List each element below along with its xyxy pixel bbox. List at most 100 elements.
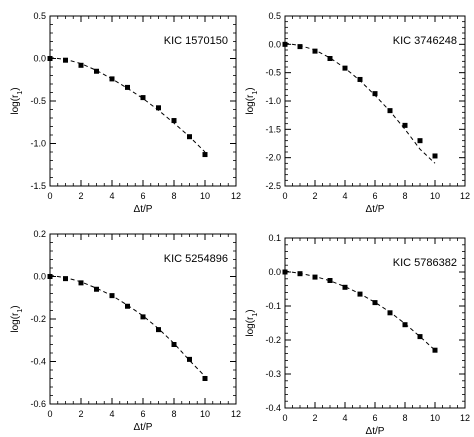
data-point — [47, 274, 53, 279]
y-tick-label: 0.5 — [33, 11, 46, 21]
y-tick-label: -0.4 — [30, 357, 46, 367]
x-tick-label: 2 — [78, 191, 83, 201]
chart-title: KIC 5254896 — [164, 253, 228, 265]
chart-title: KIC 3746248 — [393, 35, 457, 47]
data-point — [372, 91, 378, 97]
data-point — [297, 44, 303, 50]
x-tick-label: 4 — [342, 413, 347, 423]
x-tick-label: 0 — [47, 191, 52, 201]
y-tick-label: 0.0 — [33, 54, 46, 64]
data-point — [202, 152, 208, 158]
fit-line — [49, 274, 206, 377]
x-tick-label: 10 — [200, 191, 210, 201]
x-axis-label: Δt/P — [134, 204, 153, 215]
chart-title: KIC 1570150 — [164, 35, 228, 47]
x-tick-label: 10 — [430, 413, 440, 423]
data-point — [282, 269, 288, 275]
data-point — [125, 303, 130, 309]
data-point — [94, 286, 99, 292]
y-tick-label: -0.5 — [265, 68, 281, 78]
data-point — [202, 376, 208, 381]
data-point — [372, 300, 378, 306]
y-tick-label: 0.5 — [268, 11, 281, 21]
data-point — [387, 310, 393, 316]
chart-panel-4: 0 2 4 6 8 10 12 -0.4 -0.3 -0.2 -0.1 0.0 0.1 Δt/P log(r… — [245, 233, 470, 437]
data-point — [432, 153, 438, 159]
x-tick-label: 6 — [140, 409, 145, 419]
y-tick-label: -2.5 — [265, 181, 281, 191]
data-point — [357, 76, 363, 82]
chart-title: KIC 5786382 — [393, 257, 457, 269]
data-point — [187, 356, 192, 362]
data-point — [402, 322, 408, 328]
data-point — [156, 105, 161, 111]
x-tick-label: 0 — [282, 413, 287, 423]
chart-panel-3: 0 2 4 6 8 10 12 -0.6 -0.4 -0.2 0.0 0.2 Δt/P log(r1) KI… — [10, 229, 241, 433]
data-point — [402, 122, 408, 128]
y-tick-label: -0.4 — [265, 403, 281, 413]
data-point — [312, 274, 318, 280]
y-tick-label: 0.1 — [268, 233, 281, 243]
data-point — [282, 41, 288, 47]
x-tick-label: 8 — [171, 191, 176, 201]
x-tick-label: 10 — [430, 191, 440, 201]
y-axis-label: log(r1) — [10, 87, 24, 114]
data-point — [140, 314, 146, 320]
y-tick-label: -0.3 — [265, 369, 281, 379]
x-tick-label: 8 — [402, 191, 407, 201]
y-tick-label: -1.0 — [265, 96, 281, 106]
fit-line — [49, 57, 206, 153]
x-axis-label: Δt/P — [366, 426, 385, 437]
y-tick-label: 0.2 — [33, 229, 46, 239]
data-point — [327, 56, 333, 61]
x-tick-label: 4 — [109, 409, 114, 419]
y-axis-label: log(r1) — [10, 305, 24, 332]
y-tick-label: 0.0 — [268, 267, 281, 277]
x-tick-label: 10 — [200, 409, 210, 419]
y-axis-label: log(r1) — [245, 87, 259, 114]
y-tick-label: -0.6 — [30, 399, 46, 409]
data-point — [78, 280, 84, 286]
x-tick-label: 2 — [78, 409, 83, 419]
x-tick-label: 12 — [460, 413, 470, 423]
data-point — [417, 138, 423, 144]
fit-line — [284, 42, 436, 164]
data-point — [312, 48, 318, 54]
data-point — [156, 327, 161, 333]
data-point — [432, 347, 438, 353]
y-tick-label: -2.0 — [265, 153, 281, 163]
x-tick-label: 2 — [312, 191, 317, 201]
x-tick-label: 0 — [282, 191, 287, 201]
y-tick-label: -1.5 — [265, 124, 281, 134]
data-point — [78, 62, 84, 68]
data-point — [342, 284, 348, 290]
y-tick-label: -0.2 — [30, 314, 46, 324]
chart-panel-2: 0 2 4 6 8 10 12 -2.5 -2.0 -1.5 -1.0 -0.5 0.0 0.5 Δt/P l… — [245, 11, 470, 215]
data-point — [63, 276, 68, 282]
data-point — [171, 118, 177, 124]
x-tick-label: 4 — [342, 191, 347, 201]
y-tick-label: 0.0 — [268, 39, 281, 49]
x-axis-label: Δt/P — [134, 422, 153, 433]
data-point — [171, 342, 177, 347]
x-axis-label: Δt/P — [366, 204, 385, 215]
data-point — [125, 84, 130, 90]
chart-panel-1: 0 2 4 6 8 10 12 -1.5 -1.0 -0.5 0.0 0.5 Δt/P log(r1) KI… — [10, 11, 241, 215]
data-point — [47, 56, 53, 61]
y-tick-label: -0.5 — [30, 96, 46, 106]
x-tick-label: 8 — [171, 409, 176, 419]
x-tick-label: 0 — [47, 409, 52, 419]
data-point — [140, 95, 146, 101]
y-tick-label: -0.2 — [265, 335, 281, 345]
x-tick-label: 2 — [312, 413, 317, 423]
fit-line — [284, 270, 436, 351]
x-tick-label: 4 — [109, 191, 114, 201]
x-tick-label: 12 — [231, 409, 241, 419]
y-tick-label: -0.1 — [265, 301, 281, 311]
x-tick-label: 6 — [140, 191, 145, 201]
x-tick-label: 6 — [372, 413, 377, 423]
y-tick-label: -1.0 — [30, 139, 46, 149]
data-point — [94, 68, 99, 74]
data-point — [417, 334, 423, 340]
